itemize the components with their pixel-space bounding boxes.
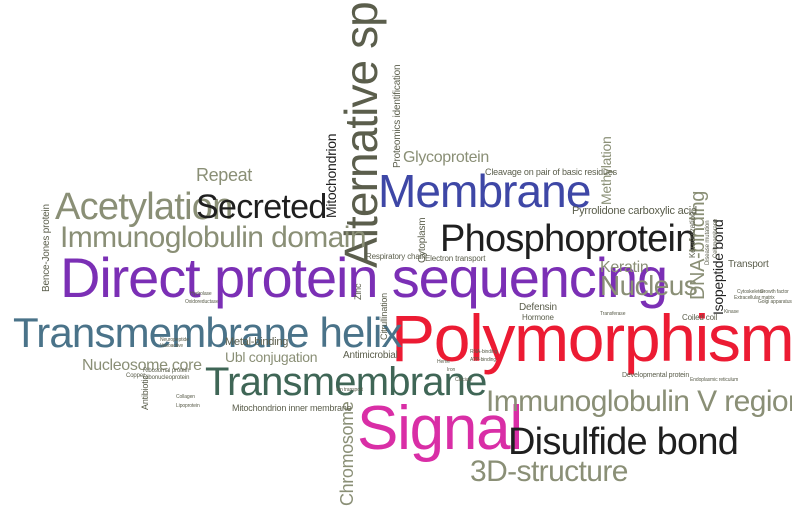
word-ribosomal-protein: Ribosomal protein [143,368,190,374]
word-developmental-protein: Developmental protein [622,372,690,379]
word-copper: Copper [126,373,145,379]
word-ion-transport: Ion transport [336,387,363,393]
word-phosphoprotein: Phosphoprotein [440,218,696,260]
word-respiratory-chain: Respiratory chain [366,252,426,261]
word-cytoskeleton: Cytoskeleton [737,289,765,295]
word-hormone: Hormone [522,313,554,322]
word-immunoglobulin-domain: Immunoglobulin domain [60,221,367,254]
word-disease-mutation: Disease mutation [705,220,711,265]
word-ribonucleoprotein: Ribonucleoprotein [143,375,190,381]
word-keratinization: Keratinization [688,211,697,258]
word-zinc: Zinc [353,283,363,300]
word-defensin: Defensin [519,302,557,313]
word-mitochondrion-inner-membrane: Mitochondrion inner membrane [232,403,352,413]
word-endoplasmic-reticulum: Endoplasmic reticulum [690,377,739,383]
word-membrane: Membrane [378,165,591,217]
word-collagen: Collagen [176,394,195,400]
word-golgi-apparatus: Golgi apparatus [758,299,792,305]
word-rna-binding: RNA-binding [470,349,498,355]
word-glycoprotein: Glycoprotein [403,149,489,166]
word-extracellular-matrix: Extracellular matrix [734,295,775,301]
word-heme: Heme [437,359,450,365]
word-citrullination: Citrullination [379,292,389,340]
word-nucleus: Nucleus [600,270,698,301]
word-transport: Transport [728,259,769,270]
word-transmembrane: Transmembrane [205,360,487,404]
word-hydrolase: Hydrolase [190,291,212,297]
word-cell-membrane: Cell membrane [713,218,719,258]
word-bence-jones-protein: Bence-Jones protein [41,204,52,292]
word-repeat: Repeat [196,165,252,185]
word-disulfide-bond: Disulfide bond [508,421,739,463]
word-signal: Signal [357,394,523,463]
word-growth-factor: Growth factor [760,289,789,295]
word-coiled-coil: Coiled coil [682,313,718,322]
word-lipoprotein: Lipoprotein [176,403,200,409]
word-pyrrolidone-carboxylic-acid: Pyrrolidone carboxylic acid [572,205,697,217]
word-transferase: Transferase [600,311,626,317]
word-keratin: Keratin [600,259,649,276]
word-ubl-conjugation: Ubl conjugation [225,349,318,365]
word-proteomics-identification: Proteomics identification [392,64,403,168]
word-acetylation: Acetylation [55,186,233,228]
word-metal-binding: Metal-binding [225,336,289,348]
word-iron: Iron [447,367,456,373]
word-electron-transport: Electron transport [425,254,486,263]
word-transmembrane-helix: Transmembrane helix [13,309,402,356]
word-atp-binding: ATP-binding [470,357,497,363]
word-nucleosome-core: Nucleosome core [82,357,202,374]
word-calcium: Calcium [455,377,473,383]
word-mitochondrion: Mitochondrion [323,133,339,218]
word-direct-protein-sequencing: Direct protein sequencing [60,246,668,309]
word-polymorphism: Polymorphism [391,301,792,375]
word-oxidoreductase: Oxidoreductase [185,299,219,305]
word-antimicrobial: Antimicrobial [343,350,398,361]
word-secreted: Secreted [196,188,327,226]
word-chromosome: Chromosome [337,401,357,506]
word-three-d-structure: 3D-structure [470,455,628,488]
word-kinase: Kinase [724,309,739,315]
word-vasoactive: Vasoactive [160,343,184,349]
word-neuropeptide: Neuropeptide [160,337,189,343]
word-immunoglobulin-v-region: Immunoglobulin V region [486,385,792,418]
word-cleavage: Cleavage on pair of basic residues [485,167,617,177]
